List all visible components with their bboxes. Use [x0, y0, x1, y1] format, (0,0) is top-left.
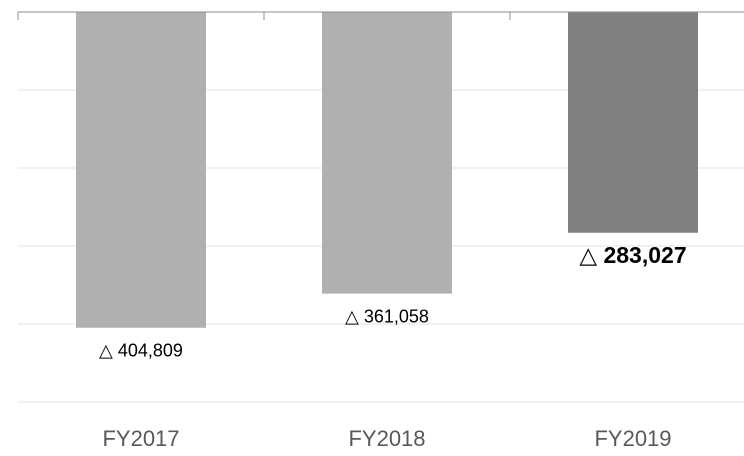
x-tick-label: FY2017: [102, 426, 179, 451]
x-tick-label: FY2019: [594, 426, 671, 451]
bar: [568, 12, 698, 233]
value-label: △ 283,027: [579, 242, 686, 268]
value-label: △ 404,809: [99, 341, 183, 361]
bar: [76, 12, 206, 328]
value-label: △ 361,058: [345, 306, 429, 326]
x-tick-label: FY2018: [348, 426, 425, 451]
bar: [322, 12, 452, 294]
